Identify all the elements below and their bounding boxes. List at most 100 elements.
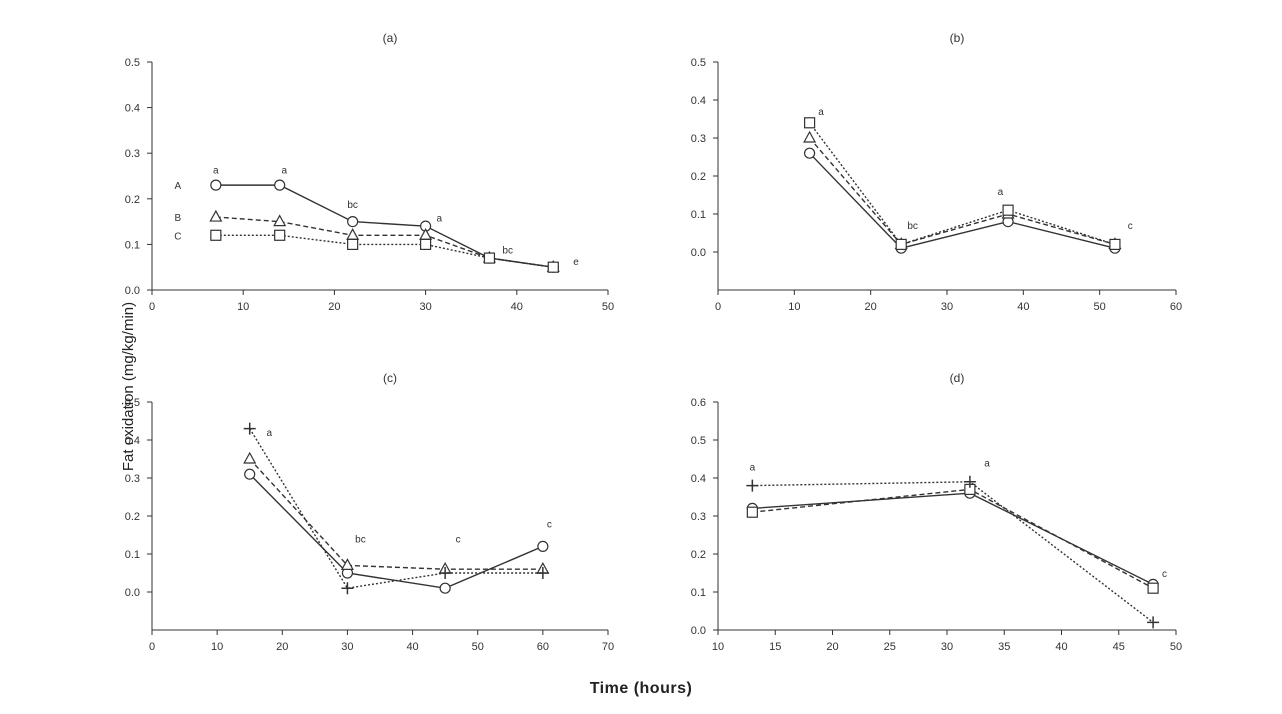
y-tick-label: 0.4 <box>691 473 706 485</box>
x-tick-label: 40 <box>1055 641 1067 653</box>
series-line <box>249 428 543 589</box>
x-tick-label: 30 <box>941 301 953 313</box>
chart-panel-a: (a) 0 10 20 30 40 50 0.0 0.1 0.2 0.3 0.4 0.5 A BCa a bc a… <box>125 31 614 313</box>
x-tick-label: 0 <box>149 641 155 653</box>
series-line <box>752 492 1154 586</box>
y-tick-label: 0.5 <box>691 57 706 69</box>
data-point-triangle <box>243 451 257 464</box>
data-point-square <box>1109 238 1121 250</box>
x-tick-label: 50 <box>1170 641 1182 653</box>
y-tick-label: 0.1 <box>691 209 706 221</box>
x-tick-label: 20 <box>865 301 877 313</box>
data-point-square <box>483 252 496 264</box>
data-point-square <box>547 261 559 273</box>
data-point-triangle <box>346 228 360 240</box>
panel-title: (c) <box>383 371 397 385</box>
y-tick-label: 0.1 <box>125 239 140 251</box>
chart-panel-b: (b) 0 10 20 30 40 50 60 0.0 0.1 0.2 0.3 0.4 0.5 a bc a c <box>691 31 1182 313</box>
y-tick-label: 0.5 <box>125 57 140 69</box>
data-point-square <box>210 229 222 241</box>
y-tick-label: 0.0 <box>691 247 706 259</box>
panel-title: (a) <box>383 31 398 45</box>
significance-label: a <box>818 107 824 118</box>
x-tick-label: 20 <box>826 641 838 653</box>
data-point-circle <box>439 582 451 594</box>
series-line <box>809 152 1116 249</box>
significance-label: c <box>547 519 552 530</box>
y-tick-label: 0.2 <box>691 549 706 561</box>
significance-label: a <box>213 166 219 177</box>
data-point-plus <box>341 582 354 595</box>
significance-label: a <box>984 459 990 470</box>
y-tick-label: 0.5 <box>691 435 706 447</box>
x-tick-label: 50 <box>472 641 484 653</box>
y-axis-label: Fat oxidation (mg/kg/min) <box>120 301 138 472</box>
y-tick-label: 0.3 <box>691 133 706 145</box>
data-point-circle <box>210 179 222 191</box>
series-label: A <box>175 181 182 192</box>
significance-label: a <box>436 214 442 225</box>
significance-label: a <box>750 462 756 473</box>
significance-label: e <box>573 257 579 268</box>
x-tick-label: 10 <box>712 641 724 653</box>
series-line <box>249 458 543 570</box>
data-point-plus <box>536 567 549 579</box>
data-point-square <box>347 238 359 250</box>
data-point-square <box>895 238 907 250</box>
x-tick-label: 35 <box>998 641 1010 653</box>
x-tick-label: 10 <box>237 301 249 313</box>
y-tick-label: 0.2 <box>125 194 140 206</box>
x-tick-label: 40 <box>406 641 418 653</box>
x-tick-label: 10 <box>788 301 800 313</box>
data-point-square <box>1002 204 1014 216</box>
x-axis-label: Time (hours) <box>589 680 693 697</box>
y-tick-label: 0.3 <box>125 148 140 160</box>
x-tick-label: 50 <box>602 301 614 313</box>
significance-label: a <box>266 428 272 439</box>
x-tick-label: 20 <box>276 641 288 653</box>
data-point-square <box>746 506 758 518</box>
data-point-triangle <box>419 228 433 240</box>
significance-label: a <box>998 187 1004 198</box>
y-tick-label: 0.3 <box>125 473 140 485</box>
x-tick-label: 30 <box>941 641 953 653</box>
data-point-triangle <box>803 130 817 143</box>
y-tick-label: 0.1 <box>691 587 706 599</box>
y-tick-label: 0.4 <box>125 103 140 115</box>
series-line <box>215 216 554 268</box>
y-tick-label: 0.1 <box>125 549 140 561</box>
data-point-triangle <box>340 558 354 571</box>
data-point-triangle <box>273 214 287 227</box>
significance-label: c <box>456 535 461 546</box>
significance-label: c <box>1162 569 1167 580</box>
significance-label: bc <box>355 535 366 546</box>
data-point-circle <box>347 216 359 228</box>
panel-title: (b) <box>950 31 965 45</box>
data-point-circle <box>803 147 816 159</box>
data-point-triangle <box>209 209 223 222</box>
x-tick-label: 30 <box>341 641 353 653</box>
y-tick-label: 0.4 <box>125 435 140 447</box>
data-point-circle <box>274 179 286 191</box>
significance-label: c <box>1128 221 1133 232</box>
y-tick-label: 0.4 <box>691 95 706 107</box>
data-point-square <box>803 117 816 129</box>
x-tick-label: 50 <box>1094 301 1106 313</box>
data-point-circle <box>537 540 549 553</box>
y-tick-label: 0.2 <box>125 511 140 523</box>
x-tick-label: 20 <box>328 301 340 313</box>
data-point-circle <box>244 468 256 480</box>
x-tick-label: 30 <box>419 301 431 313</box>
series-line <box>809 122 1116 246</box>
x-tick-label: 45 <box>1113 641 1125 653</box>
y-tick-label: 0.3 <box>691 511 706 523</box>
y-tick-label: 0.0 <box>691 625 706 637</box>
y-tick-label: 0.5 <box>125 397 140 409</box>
data-point-plus <box>963 475 976 488</box>
panel-title: (d) <box>950 371 965 385</box>
significance-label: bc <box>347 200 358 211</box>
x-tick-label: 60 <box>1170 301 1182 313</box>
x-tick-label: 40 <box>1017 301 1029 313</box>
chart-panel-c: (c) 0 10 20 30 40 50 60 70 0.0 0.1 0.2 0.3 0.4 0.5 a bc c… <box>125 371 614 653</box>
